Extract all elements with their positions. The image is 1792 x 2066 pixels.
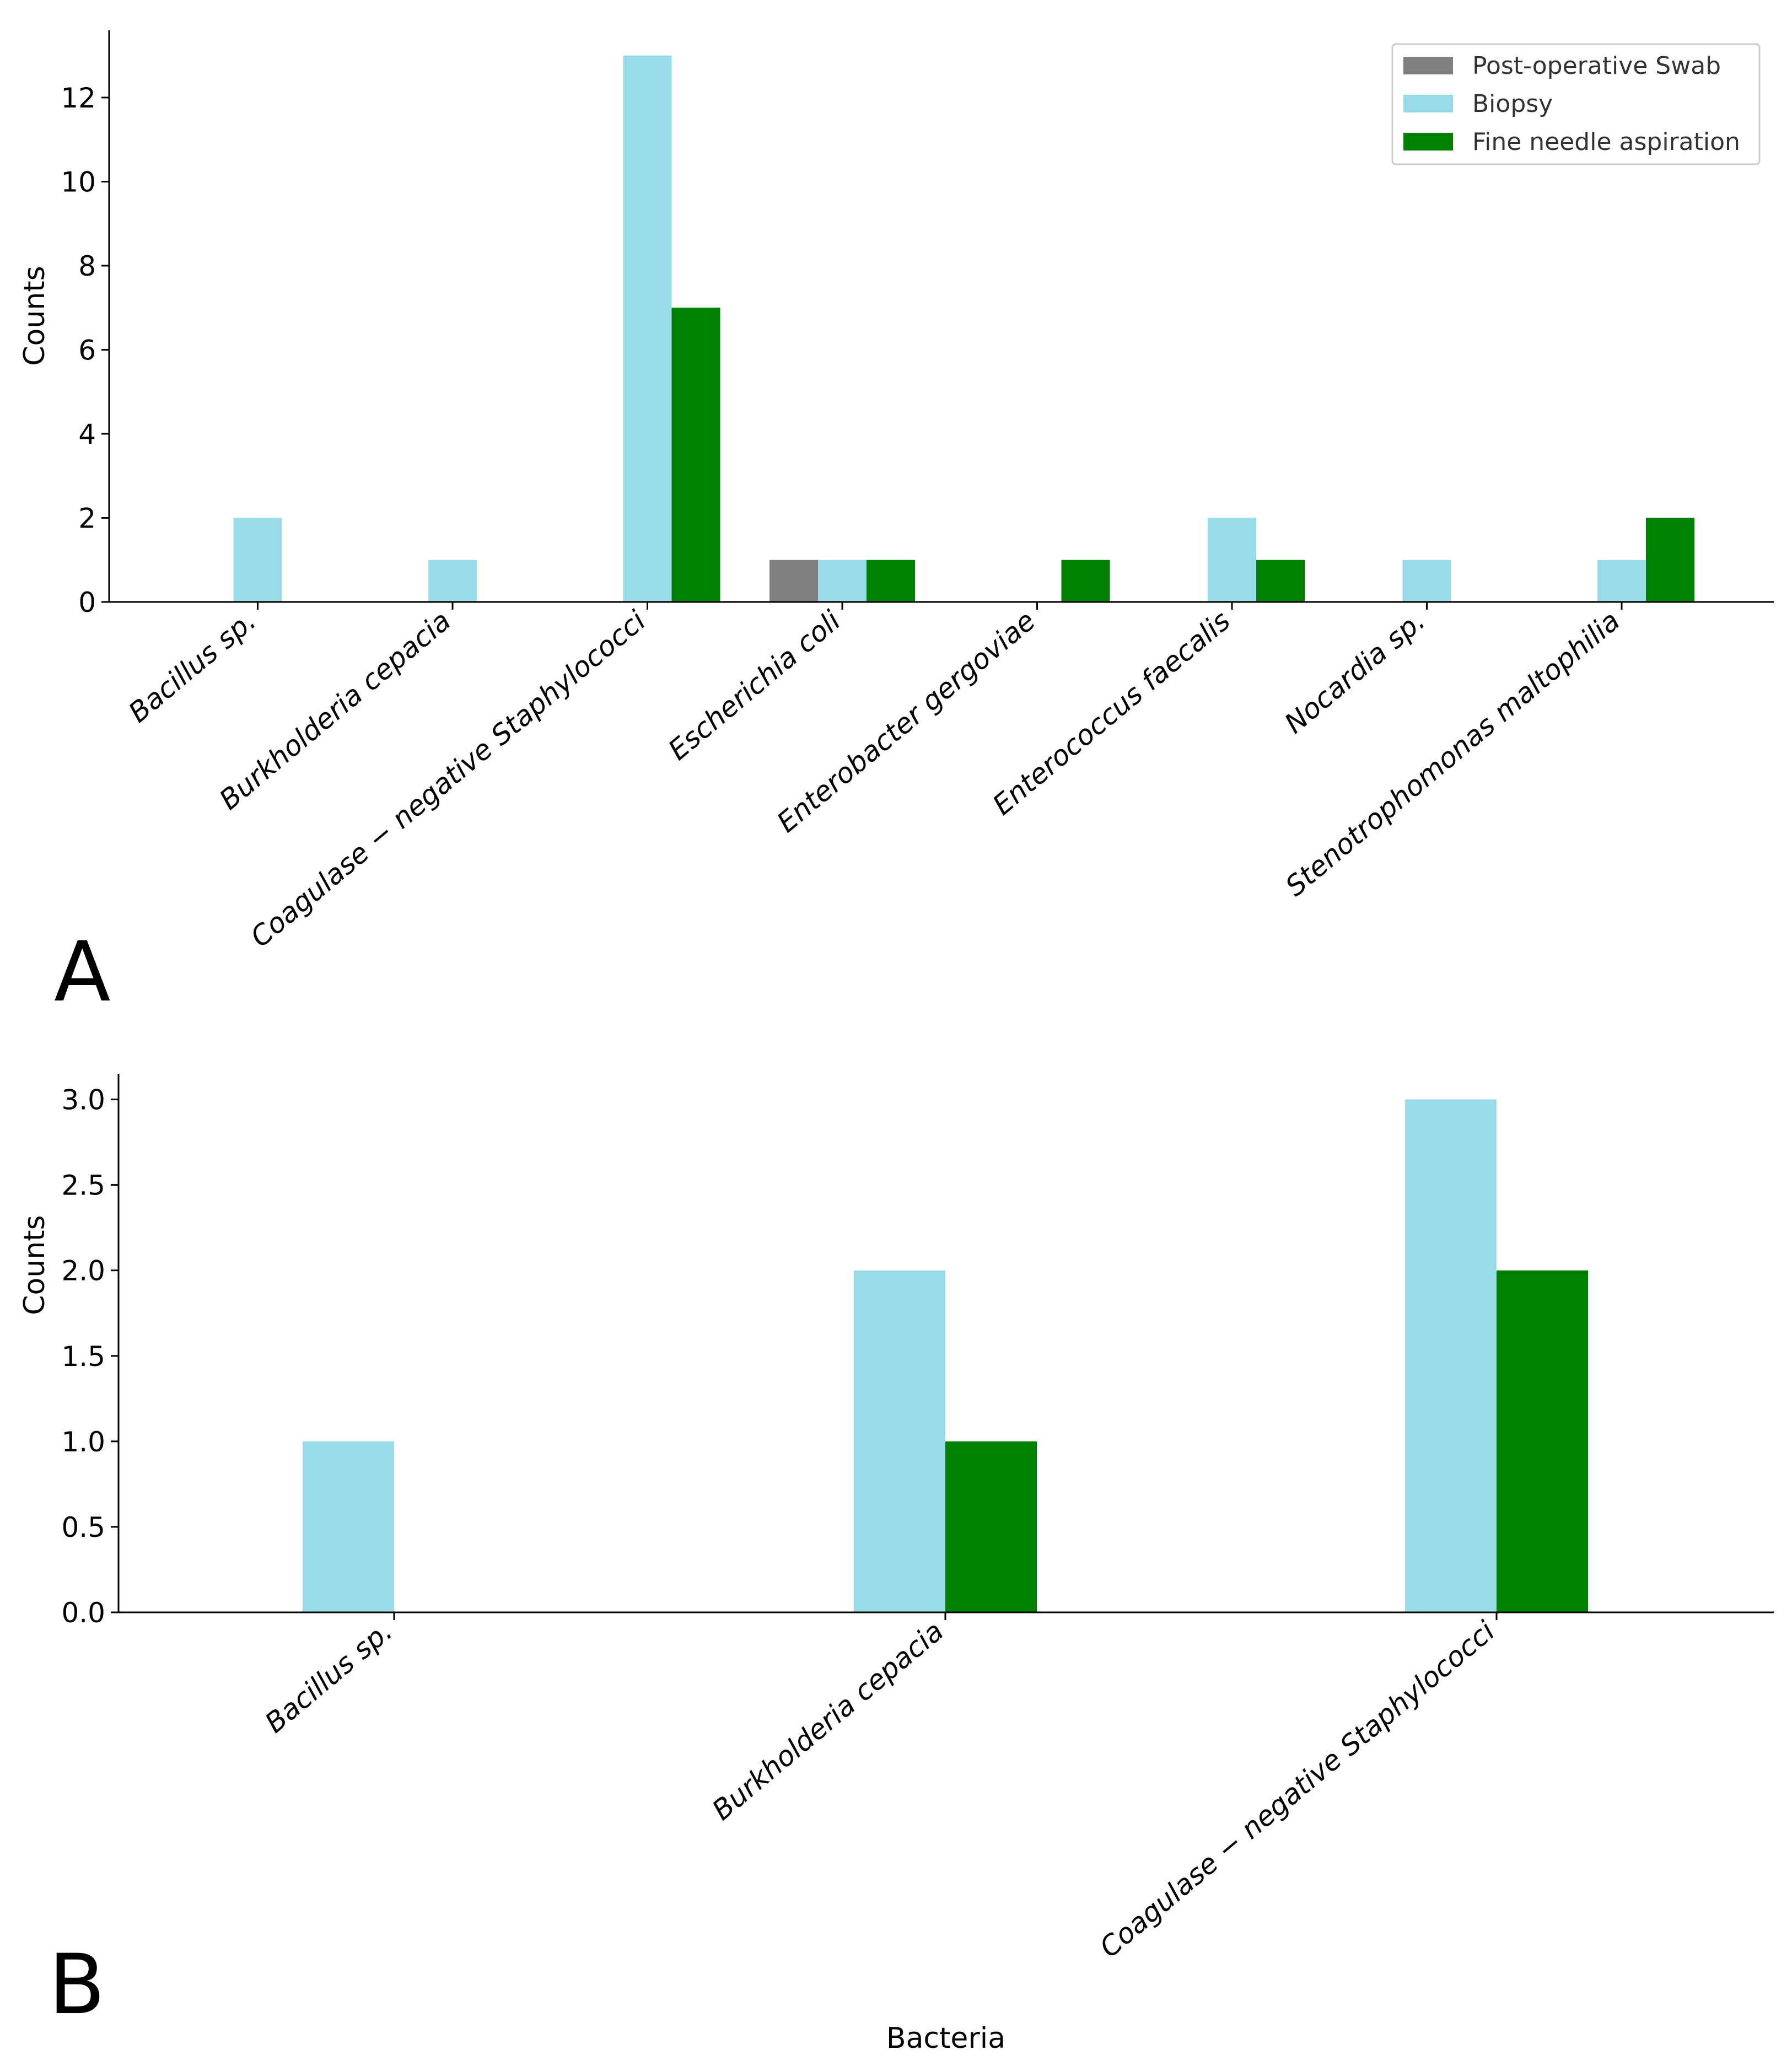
chart-b-y-axis-label: Counts [18,1215,51,1315]
bar-b-fine-needle-aspiration-burkholderia-cepacia [945,1441,1037,1612]
bar-a-fine-needle-aspiration-escherichia-coli [867,559,915,602]
chart-a-y-axis-label: Counts [18,266,51,366]
bar-b-biopsy-coagulase-negative-staphylococci [1405,1099,1497,1612]
legend-label-biopsy: Biopsy [1472,90,1553,118]
legend-label-fine-needle-aspiration: Fine needle aspiration [1472,128,1740,156]
y-tick-label-a: 10 [61,166,96,198]
bar-a-fine-needle-aspiration-enterobacter-gergoviae [1061,559,1110,602]
legend-swatch-fine-needle-aspiration [1403,133,1453,150]
bar-a-post-operative-swab-escherichia-coli [769,559,818,602]
bar-a-biopsy-nocardia-sp [1402,559,1451,602]
chart-b-bars [303,1099,1588,1612]
chart-b-x-axis-label: Bacteria [886,2022,1005,2055]
legend: Post-operative Swab Biopsy Fine needle a… [1391,43,1761,165]
x-tick-label-a-coagulase-negative-staphylococci: Coagulase − negative Staphylococci [245,605,652,954]
y-tick-label-a: 2 [78,503,96,535]
y-tick-label-b: 2.0 [61,1255,105,1287]
bar-a-fine-needle-aspiration-coagulase-negative-staphylococci [671,308,720,602]
chart-a-y-ticks: 0 2 4 6 8 10 12 [61,82,109,618]
chart-b: 0.0 0.5 1.0 1.5 2.0 2.5 3.0 Bacillus sp. Burkho… [18,1074,1774,2055]
y-tick-label-b: 0.5 [61,1511,105,1543]
x-tick-label-a-bacillus-sp: Bacillus sp. [122,605,262,729]
bar-a-biopsy-burkholderia-cepacia [428,559,477,602]
bar-b-fine-needle-aspiration-coagulase-negative-staphylococci [1497,1270,1588,1612]
bar-a-biopsy-escherichia-coli [818,559,867,602]
legend-frame [1391,43,1761,165]
legend-label-post-operative-swab: Post-operative Swab [1472,52,1721,80]
y-tick-label-a: 4 [78,418,96,450]
bar-a-fine-needle-aspiration-enterococcus-faecalis [1256,559,1305,602]
y-tick-label-b: 1.5 [61,1341,105,1373]
panel-label-b: B [49,1937,105,2033]
bar-b-biopsy-burkholderia-cepacia [854,1270,945,1612]
x-tick-label-a-nocardia-sp: Nocardia sp. [1279,605,1432,740]
y-tick-label-b: 3.0 [61,1084,105,1116]
bar-a-fine-needle-aspiration-stenotrophomonas-maltophilia [1646,518,1694,602]
y-tick-label-a: 6 [78,335,96,367]
bar-b-biopsy-bacillus-sp [303,1441,394,1612]
chart-a-x-ticks: Bacillus sp.Burkholderia cepaciaCoagulas… [122,602,1626,954]
x-tick-label-b-burkholderia-cepacia: Burkholderia cepacia [706,1615,950,1827]
x-tick-label-a-escherichia-coli: Escherichia coli [663,605,847,767]
chart-b-x-ticks: Bacillus sp. Burkholderia cepacia Coagulas… [259,1612,1501,1964]
x-tick-label-b-bacillus-sp: Bacillus sp. [259,1615,399,1739]
y-tick-label-b: 0.0 [61,1597,105,1629]
legend-swatch-post-operative-swab [1403,57,1453,74]
y-tick-label-a: 12 [61,82,96,114]
y-tick-label-a: 8 [78,250,96,282]
y-tick-label-b: 2.5 [61,1170,105,1202]
chart-a: 0 2 4 6 8 10 12 Bacillus sp.Burkholderia cepac… [18,30,1774,1020]
x-tick-label-a-stenotrophomonas-maltophilia: Stenotrophomonas maltophilia [1279,605,1626,903]
panel-label-a: A [54,924,111,1020]
bar-a-biopsy-bacillus-sp [233,518,282,602]
x-tick-label-b-coagulase-negative-staphylococci: Coagulase − negative Staphylococci [1094,1615,1501,1964]
bar-a-biopsy-enterococcus-faecalis [1208,518,1256,602]
y-tick-label-a: 0 [78,587,96,618]
chart-a-bars [233,55,1694,602]
bar-a-biopsy-coagulase-negative-staphylococci [623,55,672,602]
bar-a-biopsy-stenotrophomonas-maltophilia [1597,559,1646,602]
chart-b-y-ticks: 0.0 0.5 1.0 1.5 2.0 2.5 3.0 [61,1084,119,1629]
legend-swatch-biopsy [1403,95,1453,112]
y-tick-label-b: 1.0 [61,1426,105,1458]
